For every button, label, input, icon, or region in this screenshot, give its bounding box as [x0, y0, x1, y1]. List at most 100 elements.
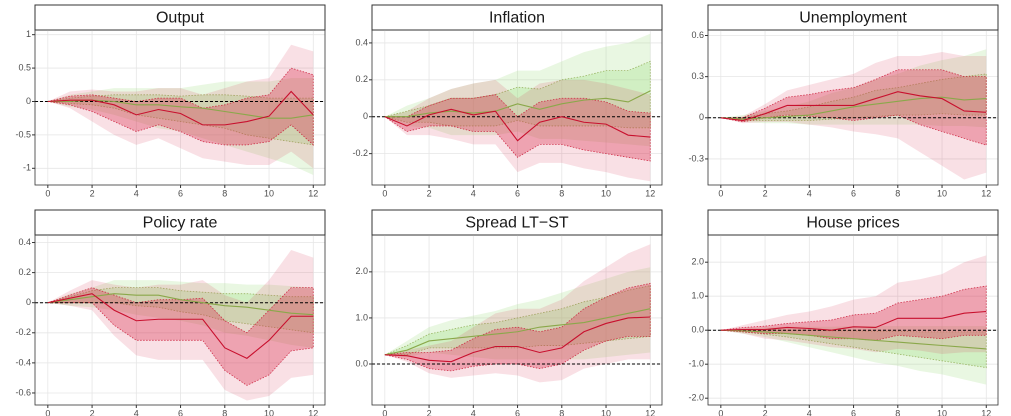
band: [47, 287, 314, 386]
y-tick-label: 0.3: [691, 71, 704, 81]
band: [384, 33, 651, 147]
band: [384, 267, 651, 360]
y-tick-label: 1: [26, 29, 31, 39]
x-tick-label: 4: [134, 408, 139, 416]
x-tick-label: 10: [937, 408, 947, 416]
x-tick-label: 0: [382, 408, 387, 416]
y-tick-label: -0.2: [15, 327, 31, 337]
band: [384, 244, 651, 383]
band: [720, 51, 987, 180]
y-tick-label: -2.0: [688, 393, 704, 403]
plot-border: [34, 29, 326, 186]
x-tick-label: 12: [645, 188, 655, 198]
median-line: [720, 91, 987, 122]
x-tick-label: 0: [718, 188, 723, 198]
x-tick-label: 8: [559, 408, 564, 416]
panel: House prices -2.0 -1.0 0.0 1.0 2.0 0 2 4 6 8 10 12: [688, 209, 999, 416]
median-line: [384, 316, 651, 363]
x-tick-label: 2: [427, 408, 432, 416]
y-tick-label: 0.2: [18, 267, 31, 277]
plot-area: [35, 44, 325, 175]
y-tick-label: 0: [26, 96, 31, 106]
y-tick-label: 0.4: [18, 237, 31, 247]
plot-area: [708, 255, 998, 385]
panel-title: Unemployment: [799, 10, 907, 27]
plot-background: [35, 235, 325, 405]
median-line: [47, 90, 314, 126]
x-tick-label: 4: [807, 408, 812, 416]
x-tick-label: 10: [264, 188, 274, 198]
y-tick-label: -0.6: [15, 387, 31, 397]
x-tick-label: 6: [515, 408, 520, 416]
y-tick-label: -0.3: [688, 153, 704, 163]
x-tick-label: 2: [90, 408, 95, 416]
x-tick-label: 0: [45, 188, 50, 198]
y-tick-label: 1.0: [355, 312, 368, 322]
band: [47, 78, 314, 175]
band: [720, 69, 987, 146]
y-tick-label: 2.0: [355, 266, 368, 276]
x-tick-label: 10: [264, 408, 274, 416]
x-tick-label: 6: [851, 188, 856, 198]
y-tick-label: 0: [699, 112, 704, 122]
x-tick-label: 8: [895, 188, 900, 198]
x-tick-label: 12: [645, 408, 655, 416]
panel-title: House prices: [806, 215, 899, 232]
y-tick-label: -1: [23, 163, 31, 173]
x-tick-label: 8: [222, 188, 227, 198]
panel: Policy rate -0.6 -0.4 -0.2 0 0.2 0.4 0 2 4 6 8 10 12: [15, 209, 326, 416]
strip: [371, 4, 663, 31]
y-tick-label: 0.6: [691, 30, 704, 40]
x-tick-label: 12: [308, 408, 318, 416]
x-tick-label: 12: [308, 188, 318, 198]
band: [384, 282, 651, 372]
y-tick-label: 0.4: [355, 37, 368, 47]
band: [720, 326, 987, 385]
x-tick-label: 10: [601, 408, 611, 416]
y-tick-label: -0.2: [352, 148, 368, 158]
plot-area: [35, 250, 325, 401]
x-tick-label: 0: [382, 188, 387, 198]
x-tick-label: 2: [90, 188, 95, 198]
x-tick-label: 12: [981, 408, 991, 416]
band: [384, 285, 651, 356]
y-tick-label: 0.5: [18, 62, 31, 72]
x-tick-label: 2: [763, 188, 768, 198]
x-tick-label: 2: [763, 408, 768, 416]
median-line: [720, 329, 987, 350]
y-tick-label: 1.0: [691, 291, 704, 301]
band: [720, 329, 987, 369]
median-line: [384, 90, 651, 118]
x-tick-label: 4: [807, 188, 812, 198]
panel-title: Spread LT−ST: [465, 215, 569, 232]
band: [47, 250, 314, 401]
x-tick-label: 6: [851, 408, 856, 416]
band: [47, 280, 314, 348]
x-tick-label: 2: [427, 188, 432, 198]
y-tick-label: 0.0: [355, 358, 368, 368]
x-tick-label: 10: [601, 188, 611, 198]
y-tick-label: 0: [363, 111, 368, 121]
x-tick-label: 0: [718, 408, 723, 416]
median-line: [384, 308, 651, 356]
x-tick-label: 8: [559, 188, 564, 198]
plot-border: [707, 234, 999, 406]
y-tick-label: -0.4: [15, 357, 31, 367]
x-tick-label: 4: [134, 188, 139, 198]
y-tick-label: -1.0: [688, 359, 704, 369]
median-line: [720, 96, 987, 120]
x-tick-label: 0: [45, 408, 50, 416]
plot-border: [34, 234, 326, 406]
band: [720, 49, 987, 128]
plot-area: [372, 244, 662, 383]
plot-border: [371, 234, 663, 406]
y-tick-label: 0.0: [691, 325, 704, 335]
panel: Unemployment -0.3 0 0.3 0.6 0 2 4 6 8 10 12: [688, 4, 999, 198]
x-tick-label: 6: [515, 188, 520, 198]
x-tick-label: 4: [471, 408, 476, 416]
x-tick-label: 6: [178, 188, 183, 198]
band: [720, 285, 987, 341]
x-tick-label: 6: [178, 408, 183, 416]
panel-title: Policy rate: [143, 215, 218, 232]
